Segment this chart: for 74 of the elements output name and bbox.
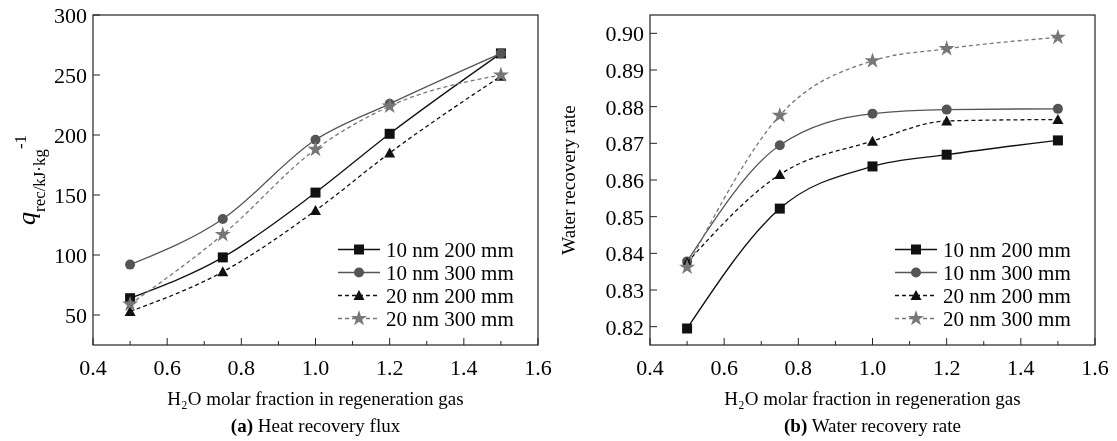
point bbox=[492, 66, 509, 82]
point bbox=[384, 147, 396, 158]
point bbox=[1049, 28, 1066, 45]
y-tick-label: 0.88 bbox=[605, 94, 644, 120]
point bbox=[310, 205, 321, 216]
point bbox=[941, 104, 952, 115]
point bbox=[384, 128, 395, 139]
y-tick-label: 0.84 bbox=[605, 241, 644, 267]
point bbox=[771, 107, 788, 123]
legend-label: 10 nm 300 mm bbox=[943, 260, 1071, 285]
point bbox=[941, 149, 952, 160]
point bbox=[679, 258, 696, 275]
text: (a) Heat recovery flux bbox=[230, 415, 401, 437]
x-tick-label: 1.2 bbox=[932, 355, 961, 380]
x-tick-label: 0.4 bbox=[79, 355, 107, 380]
legend-label: 10 nm 200 mm bbox=[386, 237, 514, 262]
y-tick-label: 200 bbox=[54, 123, 87, 148]
x-tick-label: 0.6 bbox=[153, 355, 181, 380]
x-tick-label: 1.4 bbox=[1007, 355, 1035, 380]
point bbox=[310, 134, 321, 145]
point bbox=[1052, 103, 1063, 114]
y-tick-label: 0.89 bbox=[605, 58, 644, 83]
x-tick-label: 0.4 bbox=[636, 355, 664, 380]
y-tick-label: 0.85 bbox=[605, 204, 644, 230]
point bbox=[938, 40, 955, 56]
legend-label: 20 nm 300 mm bbox=[943, 306, 1071, 331]
x-tick-label: 1.6 bbox=[1081, 355, 1109, 380]
y-tick-label: 0.86 bbox=[605, 168, 644, 193]
point bbox=[774, 169, 786, 179]
x-tick-label: 0.6 bbox=[710, 355, 738, 380]
text: (b) Water recovery rate bbox=[784, 415, 961, 437]
point bbox=[774, 203, 785, 214]
x-tick-label: 0.8 bbox=[784, 355, 813, 380]
legend-label: 20 nm 200 mm bbox=[943, 283, 1071, 308]
y-axis-title: Water recovery rate bbox=[558, 105, 579, 255]
x-tick-label: 0.8 bbox=[227, 355, 256, 380]
point bbox=[1052, 114, 1064, 124]
x-tick-label: 1.0 bbox=[858, 355, 887, 380]
point bbox=[867, 135, 878, 146]
point bbox=[122, 295, 139, 312]
point bbox=[867, 108, 878, 119]
y-tick-label: 250 bbox=[54, 63, 87, 88]
x-tick-label: 1.6 bbox=[524, 355, 552, 380]
point bbox=[867, 161, 878, 172]
y-tick-label: 300 bbox=[54, 3, 87, 28]
x-axis-title: H₂O molar fraction in regeneration gas bbox=[724, 388, 1021, 409]
point bbox=[214, 226, 231, 242]
x-tick-label: 1.0 bbox=[301, 355, 330, 380]
point bbox=[217, 266, 229, 277]
point bbox=[217, 252, 228, 263]
point bbox=[864, 52, 881, 68]
point bbox=[307, 140, 324, 157]
y-tick-label: 50 bbox=[65, 303, 87, 328]
y-tick-label: 0.82 bbox=[605, 314, 644, 340]
point bbox=[381, 97, 398, 114]
point bbox=[682, 323, 693, 334]
legend-label: 20 nm 200 mm bbox=[386, 283, 514, 308]
point bbox=[125, 259, 136, 270]
x-tick-label: 1.4 bbox=[450, 355, 478, 380]
legend-label: 10 nm 200 mm bbox=[943, 237, 1071, 262]
point bbox=[310, 187, 321, 198]
legend-label: 10 nm 300 mm bbox=[386, 260, 514, 285]
x-axis-title: H₂O molar fraction in regeneration gas bbox=[167, 388, 464, 409]
y-tick-label: 0.90 bbox=[605, 21, 644, 47]
y-tick-label: 0.83 bbox=[605, 278, 644, 303]
point bbox=[774, 140, 785, 151]
y-tick-label: 150 bbox=[54, 183, 87, 208]
y-tick-label: 100 bbox=[54, 243, 87, 268]
point bbox=[941, 115, 953, 126]
y-tick-label: 0.87 bbox=[605, 131, 644, 157]
point bbox=[217, 214, 228, 224]
point bbox=[1052, 135, 1063, 146]
legend-label: 20 nm 300 mm bbox=[386, 306, 514, 331]
x-tick-label: 1.2 bbox=[375, 355, 404, 380]
